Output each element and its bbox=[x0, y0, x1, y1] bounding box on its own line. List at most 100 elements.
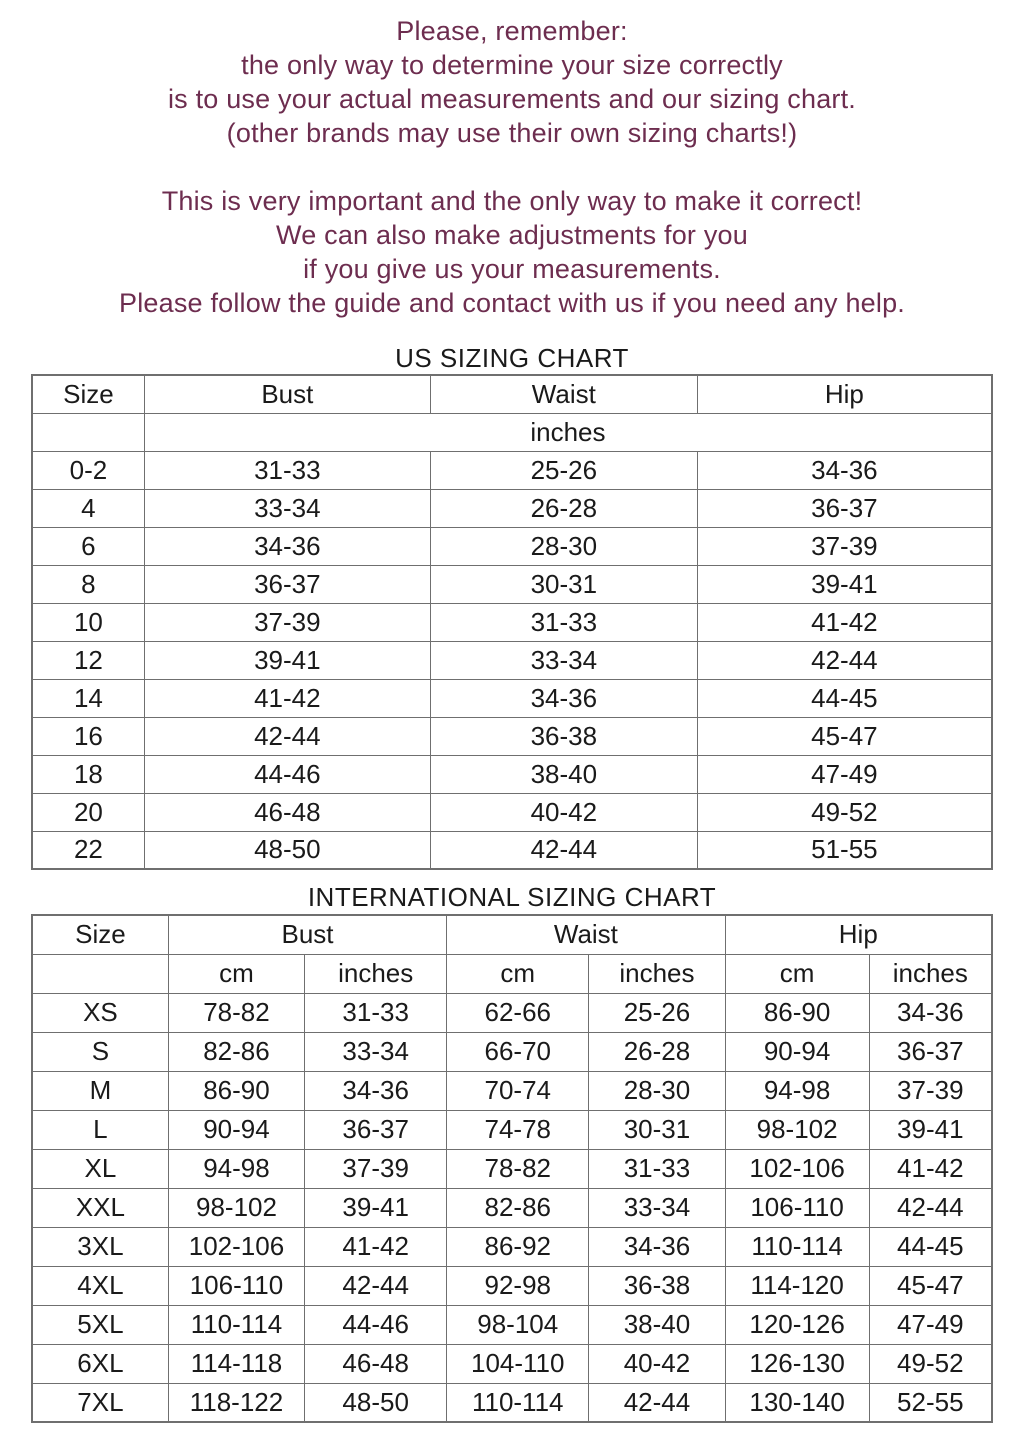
size-cell: 10 bbox=[31, 602, 145, 642]
hip-cm-cell: 126-130 bbox=[724, 1343, 870, 1384]
waist-inches-cell: 34-36 bbox=[588, 1226, 726, 1267]
column-header-size: Size bbox=[31, 914, 169, 955]
column-header-waist: Waist bbox=[429, 374, 698, 414]
intro-line: (other brands may use their own sizing c… bbox=[226, 118, 798, 148]
size-cell: XXL bbox=[31, 1187, 169, 1228]
table-row: 22 48-50 42-44 51-55 bbox=[31, 830, 993, 870]
hip-inches-cell: 45-47 bbox=[868, 1265, 993, 1306]
waist-cm-cell: 78-82 bbox=[446, 1148, 590, 1189]
hip-cm-cell: 120-126 bbox=[724, 1304, 870, 1345]
intl-chart-title: INTERNATIONAL SIZING CHART bbox=[307, 882, 717, 912]
bust-cm-cell: 110-114 bbox=[167, 1304, 306, 1345]
hip-cell: 45-47 bbox=[696, 716, 993, 756]
sub-header-hip-cm: cm bbox=[724, 953, 870, 994]
waist-inches-cell: 38-40 bbox=[588, 1304, 726, 1345]
bust-inches-cell: 39-41 bbox=[304, 1187, 448, 1228]
table-row: 3XL 102-106 41-42 86-92 34-36 110-114 44-45 bbox=[31, 1226, 993, 1267]
hip-cell: 51-55 bbox=[696, 830, 993, 870]
table-row: L 90-94 36-37 74-78 30-31 98-102 39-41 bbox=[31, 1109, 993, 1150]
bust-inches-cell: 34-36 bbox=[304, 1070, 448, 1111]
empty-cell bbox=[31, 412, 145, 452]
sub-header-row: cm inches cm inches cm inches bbox=[31, 953, 993, 994]
waist-cell: 28-30 bbox=[429, 526, 698, 566]
column-header-waist: Waist bbox=[446, 914, 726, 955]
waist-cm-cell: 92-98 bbox=[446, 1265, 590, 1306]
hip-inches-cell: 36-37 bbox=[868, 1031, 993, 1072]
hip-cm-cell: 114-120 bbox=[724, 1265, 870, 1306]
us-sizing-table: Size Bust Waist Hip inches 0-2 31-33 25-26… bbox=[31, 374, 993, 870]
hip-cm-cell: 110-114 bbox=[724, 1226, 870, 1267]
intro-line: We can also make adjustments for you bbox=[276, 220, 748, 250]
us-table-body: 0-2 31-33 25-26 34-36 4 33-34 26-28 36-37 6 34-36… bbox=[31, 450, 993, 870]
column-header-hip: Hip bbox=[696, 374, 993, 414]
bust-inches-cell: 31-33 bbox=[304, 992, 448, 1033]
bust-inches-cell: 48-50 bbox=[304, 1382, 448, 1423]
bust-inches-cell: 41-42 bbox=[304, 1226, 448, 1267]
bust-inches-cell: 44-46 bbox=[304, 1304, 448, 1345]
bust-cell: 39-41 bbox=[143, 640, 431, 680]
waist-inches-cell: 30-31 bbox=[588, 1109, 726, 1150]
column-header-size: Size bbox=[31, 374, 145, 414]
bust-cell: 41-42 bbox=[143, 678, 431, 718]
table-row: 8 36-37 30-31 39-41 bbox=[31, 564, 993, 604]
hip-cell: 44-45 bbox=[696, 678, 993, 718]
intro-line: This is very important and the only way … bbox=[161, 186, 863, 216]
size-cell: S bbox=[31, 1031, 169, 1072]
sub-header-waist-inches: inches bbox=[588, 953, 726, 994]
hip-cm-cell: 106-110 bbox=[724, 1187, 870, 1228]
waist-inches-cell: 40-42 bbox=[588, 1343, 726, 1384]
bust-inches-cell: 42-44 bbox=[304, 1265, 448, 1306]
size-cell: 16 bbox=[31, 716, 145, 756]
waist-cell: 31-33 bbox=[429, 602, 698, 642]
bust-inches-cell: 36-37 bbox=[304, 1109, 448, 1150]
header-row: Size Bust Waist Hip bbox=[31, 914, 993, 955]
unit-row: inches bbox=[31, 412, 993, 452]
size-cell: XL bbox=[31, 1148, 169, 1189]
hip-inches-cell: 49-52 bbox=[868, 1343, 993, 1384]
sub-header-bust-cm: cm bbox=[167, 953, 306, 994]
bust-cm-cell: 114-118 bbox=[167, 1343, 306, 1384]
header-row: Size Bust Waist Hip bbox=[31, 374, 993, 414]
table-row: 6 34-36 28-30 37-39 bbox=[31, 526, 993, 566]
size-cell: 5XL bbox=[31, 1304, 169, 1345]
waist-cm-cell: 62-66 bbox=[446, 992, 590, 1033]
waist-inches-cell: 25-26 bbox=[588, 992, 726, 1033]
hip-cm-cell: 90-94 bbox=[724, 1031, 870, 1072]
table-row: 5XL 110-114 44-46 98-104 38-40 120-126 47-49 bbox=[31, 1304, 993, 1345]
size-cell: 6 bbox=[31, 526, 145, 566]
bust-cell: 37-39 bbox=[143, 602, 431, 642]
table-row: 20 46-48 40-42 49-52 bbox=[31, 792, 993, 832]
intl-table-head: Size Bust Waist Hip cm inches cm inches … bbox=[31, 914, 993, 994]
waist-inches-cell: 28-30 bbox=[588, 1070, 726, 1111]
size-cell: L bbox=[31, 1109, 169, 1150]
size-cell: 7XL bbox=[31, 1382, 169, 1423]
hip-inches-cell: 44-45 bbox=[868, 1226, 993, 1267]
waist-cell: 25-26 bbox=[429, 450, 698, 490]
hip-inches-cell: 39-41 bbox=[868, 1109, 993, 1150]
column-header-hip: Hip bbox=[724, 914, 993, 955]
size-cell: 12 bbox=[31, 640, 145, 680]
table-row: 12 39-41 33-34 42-44 bbox=[31, 640, 993, 680]
bust-cell: 36-37 bbox=[143, 564, 431, 604]
hip-cell: 37-39 bbox=[696, 526, 993, 566]
bust-cell: 33-34 bbox=[143, 488, 431, 528]
size-cell: 0-2 bbox=[31, 450, 145, 490]
waist-cell: 40-42 bbox=[429, 792, 698, 832]
bust-cm-cell: 86-90 bbox=[167, 1070, 306, 1111]
table-row: M 86-90 34-36 70-74 28-30 94-98 37-39 bbox=[31, 1070, 993, 1111]
bust-cell: 48-50 bbox=[143, 830, 431, 870]
bust-cm-cell: 94-98 bbox=[167, 1148, 306, 1189]
table-row: XL 94-98 37-39 78-82 31-33 102-106 41-42 bbox=[31, 1148, 993, 1189]
waist-inches-cell: 33-34 bbox=[588, 1187, 726, 1228]
hip-inches-cell: 37-39 bbox=[868, 1070, 993, 1111]
size-cell: 6XL bbox=[31, 1343, 169, 1384]
bust-cm-cell: 98-102 bbox=[167, 1187, 306, 1228]
hip-inches-cell: 52-55 bbox=[868, 1382, 993, 1423]
sub-header-waist-cm: cm bbox=[446, 953, 590, 994]
size-cell: 8 bbox=[31, 564, 145, 604]
hip-cm-cell: 98-102 bbox=[724, 1109, 870, 1150]
waist-cm-cell: 104-110 bbox=[446, 1343, 590, 1384]
bust-cm-cell: 78-82 bbox=[167, 992, 306, 1033]
hip-cm-cell: 130-140 bbox=[724, 1382, 870, 1423]
